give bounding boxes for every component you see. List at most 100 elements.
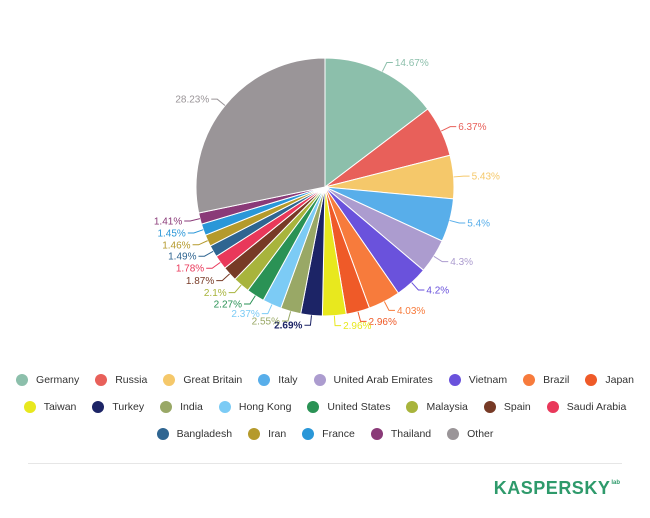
data-label-germany: 14.67% [395,58,429,69]
data-label-italy: 5.4% [467,219,490,230]
data-label-hong-kong: 2.37% [231,309,259,320]
legend-swatch-icon [523,373,536,386]
legend-label: Spain [503,400,531,413]
legend-label: Vietnam [468,373,508,386]
legend-swatch-icon [156,427,169,440]
data-label-vietnam: 4.2% [426,285,449,296]
leader-line-spain [216,273,230,282]
legend-row: Bangladesh Iran France Thailand Other [20,420,630,447]
legend-swatch-icon [258,373,271,386]
legend-swatch-icon [218,400,231,413]
leader-line-great-britain [453,175,470,178]
data-label-spain: 1.87% [186,276,214,287]
legend-label: France [322,427,355,440]
legend-swatch-icon [163,373,176,386]
legend-swatch-icon [160,400,173,413]
legend-row: Taiwan Turkey India Hong Kong United States M… [20,393,630,420]
data-label-united-states: 2.27% [214,300,242,311]
legend-label: Russia [115,373,148,386]
data-label-bangladesh: 1.49% [168,252,196,263]
legend-item-bangladesh[interactable]: Bangladesh [156,427,232,440]
legend-item-thailand[interactable]: Thailand [370,427,432,440]
legend-item-hong-kong[interactable]: Hong Kong [218,400,291,413]
leader-line-hong-kong [261,304,273,315]
legend-item-vietnam[interactable]: Vietnam [448,373,508,386]
data-label-brazil: 4.03% [397,306,425,317]
legend-item-india[interactable]: India [160,400,203,413]
legend-swatch-icon [313,373,326,386]
legend-label: Turkey [112,400,145,413]
legend-item-russia[interactable]: Russia [95,373,148,386]
leader-line-united-states [243,295,256,305]
pie-slice-germany [324,57,429,189]
legend-item-italy[interactable]: Italy [258,373,298,386]
legend-label: Other [467,427,494,440]
legend-item-brazil[interactable]: Brazil [523,373,570,386]
legend-label: Taiwan [43,400,77,413]
legend-item-saudi-arabia[interactable]: Saudi Arabia [546,400,626,413]
data-label-japan: 2.96% [369,317,397,328]
leader-line-turkey [304,315,312,326]
data-label-india: 2.55% [252,316,280,327]
legend-item-other[interactable]: Other [447,427,494,440]
leader-line-taiwan [333,315,342,327]
footer-divider [28,463,622,464]
legend-swatch-icon [23,400,36,413]
legend-swatch-icon [16,373,29,386]
data-label-malaysia: 2.1% [204,288,227,299]
legend-swatch-icon [546,400,559,413]
legend-label: United Arab Emirates [333,373,433,386]
legend-item-united-arab-emirates[interactable]: United Arab Emirates [313,373,433,386]
legend-item-iran[interactable]: Iran [248,427,286,440]
legend-item-malaysia[interactable]: Malaysia [406,400,468,413]
legend-swatch-icon [483,400,496,413]
leader-line-germany [381,62,393,72]
legend-label: Brazil [543,373,570,386]
legend-label: Japan [605,373,634,386]
legend-label: India [180,400,203,413]
pie-slice-other [195,57,326,214]
legend-swatch-icon [302,427,315,440]
leader-line-united-arab-emirates [433,255,449,263]
data-label-thailand: 1.41% [154,217,182,228]
legend-item-taiwan[interactable]: Taiwan [23,400,77,413]
data-label-russia: 6.37% [458,122,486,133]
legend-item-spain[interactable]: Spain [483,400,531,413]
legend-item-turkey[interactable]: Turkey [92,400,145,413]
legend-item-france[interactable]: France [302,427,355,440]
legend-item-japan[interactable]: Japan [585,373,634,386]
leader-line-france [187,229,204,234]
data-label-united-arab-emirates: 4.3% [450,257,473,268]
data-label-great-britain: 5.43% [472,172,500,183]
legend-swatch-icon [248,427,261,440]
legend-item-united-states[interactable]: United States [307,400,391,413]
leader-line-india [281,311,292,322]
legend-swatch-icon [95,373,108,386]
legend-item-germany[interactable]: Germany [16,373,80,386]
data-label-other: 28.23% [175,95,209,106]
data-label-saudi-arabia: 1.78% [176,264,204,275]
logo-suffix: lab [611,480,620,486]
leader-line-malaysia [228,284,242,294]
legend-swatch-icon [447,427,460,440]
chart-legend: Germany Russia Great Britain Italy United Ar… [16,366,634,447]
data-label-france: 1.45% [157,228,185,239]
leader-line-saudi-arabia [206,261,221,269]
legend-swatch-icon [585,373,598,386]
legend-swatch-icon [92,400,105,413]
legend-label: Malaysia [426,400,468,413]
legend-label: Italy [278,373,298,386]
kaspersky-logo: KASPERSKY lab [494,478,620,499]
logo-wordmark: KASPERSKY [493,478,611,498]
legend-label: Germany [36,373,80,386]
legend-swatch-icon [406,400,419,413]
legend-label: Thailand [390,427,432,440]
legend-swatch-icon [307,400,320,413]
data-label-taiwan: 2.96% [343,321,371,332]
legend-item-great-britain[interactable]: Great Britain [163,373,242,386]
legend-label: United States [327,400,391,413]
leader-line-brazil [383,301,395,311]
legend-swatch-icon [370,427,383,440]
legend-row: Germany Russia Great Britain Italy United Ar… [16,366,634,393]
data-label-turkey: 2.69% [274,321,302,332]
